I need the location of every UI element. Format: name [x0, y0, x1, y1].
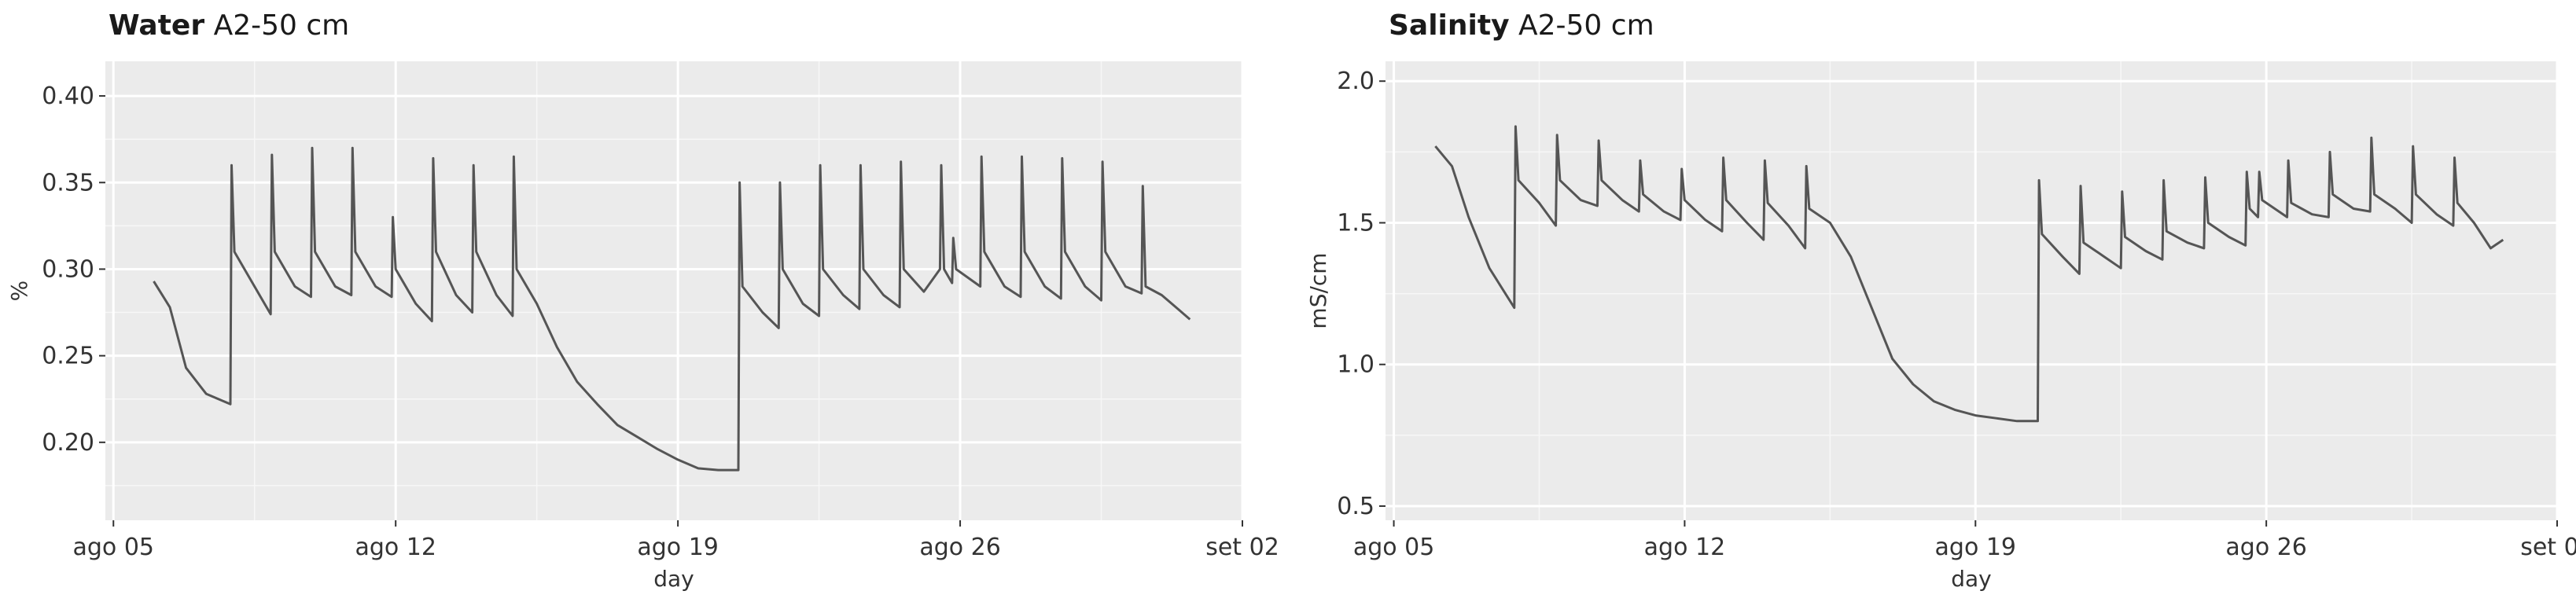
x-axis-label: day [653, 566, 694, 592]
chart-title-main: Salinity [1389, 9, 1510, 42]
x-tick-label: ago 12 [355, 534, 436, 561]
chart-title: Salinity A2-50 cm [1389, 9, 1654, 42]
y-tick-label: 1.0 [1337, 351, 1374, 379]
water-chart: Water A2-50 cm ago 05 ago 12 ago 19 ago 26 s… [6, 9, 1279, 592]
y-tick-label: 0.35 [42, 169, 94, 196]
x-axis-label: day [1951, 566, 1992, 592]
x-tick-label: ago 19 [637, 534, 719, 561]
salinity-chart: Salinity A2-50 cm ago 05 ago 12 ago 19 ago … [1288, 0, 2576, 613]
x-tick-label: ago 05 [1353, 534, 1435, 561]
salinity-plot: ago 05 ago 12 ago 19 ago 26 set 02 0.5 1.0 1.5 2… [1305, 61, 2576, 592]
y-tick-label: 0.40 [42, 83, 94, 110]
plot-panel [105, 61, 1242, 520]
x-tick-label: ago 26 [2225, 534, 2307, 561]
y-tick-label: 0.5 [1337, 493, 1374, 520]
chart-title-sub: A2-50 cm [213, 9, 350, 42]
x-tick-label: ago 26 [919, 534, 1001, 561]
series-line [153, 146, 1191, 472]
series-line [1434, 125, 2504, 423]
y-tick-label: 0.20 [42, 429, 94, 457]
x-tick-label: ago 19 [1935, 534, 2017, 561]
x-tick-label: ago 05 [73, 534, 155, 561]
water-plot: ago 05 ago 12 ago 19 ago 26 set 02 0.20 0.25 0.… [6, 61, 1279, 592]
y-axis-label: mS/cm [1305, 252, 1331, 329]
chart-title: Water A2-50 cm [109, 9, 349, 42]
y-tick-label: 2.0 [1337, 68, 1374, 95]
x-tick-label: set 02 [1205, 534, 1279, 561]
chart-title-main: Water [109, 9, 205, 42]
y-tick-label: 0.25 [42, 343, 94, 370]
x-tick-label: ago 12 [1644, 534, 1726, 561]
y-tick-label: 0.30 [42, 255, 94, 283]
chart-title-sub: A2-50 cm [1518, 9, 1654, 42]
x-tick-label: set 02 [2520, 534, 2576, 561]
y-tick-label: 1.5 [1337, 209, 1374, 237]
y-axis-label: % [6, 281, 32, 302]
plot-panel [1386, 61, 2557, 520]
